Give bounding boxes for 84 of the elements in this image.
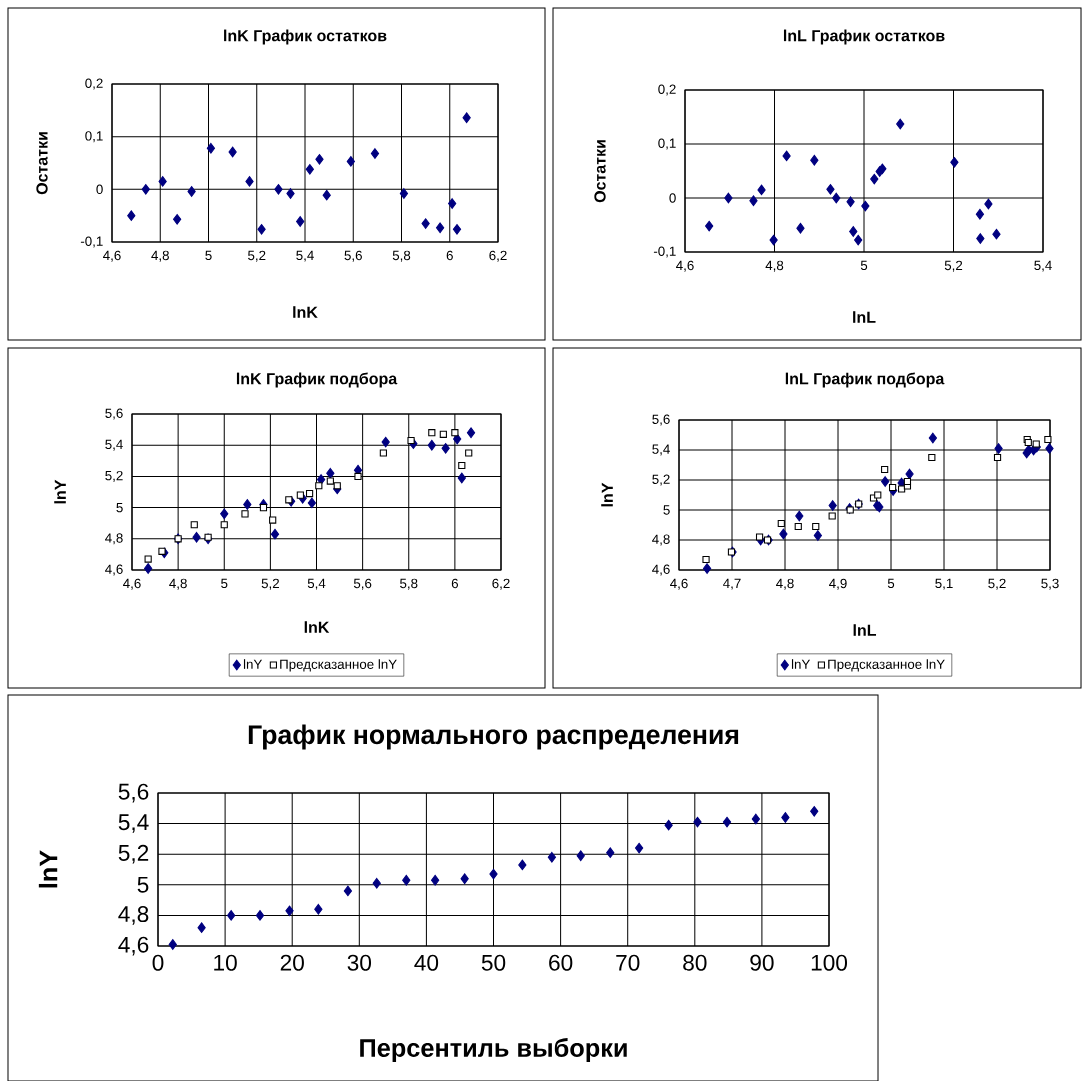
y-tick-label: 4,6 (118, 936, 149, 956)
x-tick-label: 5,2 (248, 250, 266, 262)
y-tick-label: 0,2 (85, 78, 103, 90)
y-tick-label: 0,1 (85, 131, 103, 143)
legend-label: lnY (243, 659, 263, 669)
legend-label: lnY (791, 659, 811, 669)
x-tick-label: 4,6 (676, 260, 694, 272)
x-axis-title: lnL (853, 311, 876, 323)
y-tick-label: 5,4 (652, 444, 670, 456)
legend-label: Предсказанное lnY (828, 659, 945, 672)
x-tick-label: 80 (683, 954, 707, 971)
x-tick-label: 5 (221, 578, 228, 589)
x-tick-label: 6 (446, 250, 453, 261)
x-tick-label: 30 (347, 954, 372, 971)
x-axis-title: Персентиль выборки (360, 1038, 627, 1062)
x-tick-label: 5,4 (307, 578, 326, 590)
y-tick-label: -0,1 (653, 246, 676, 258)
x-tick-label: 20 (280, 954, 304, 971)
x-tick-label: 60 (549, 954, 573, 971)
chart-title: lnK График остатков (224, 29, 387, 45)
x-axis-title: lnK (304, 621, 330, 633)
x-tick-label: 100 (811, 954, 848, 971)
x-tick-label: 90 (750, 954, 774, 971)
y-axis-title: lnY (601, 482, 613, 507)
x-tick-label: 10 (214, 954, 237, 971)
y-tick-label: 5,6 (105, 408, 123, 420)
y-tick-label: 5,4 (118, 814, 149, 833)
y-tick-label: 4,8 (118, 906, 149, 925)
legend-label: Предсказанное lnY (280, 659, 397, 672)
y-tick-label: 0,2 (658, 84, 676, 96)
y-tick-label: 4,8 (652, 534, 670, 546)
x-tick-label: 5,4 (296, 250, 314, 262)
y-tick-label: 5,2 (652, 474, 670, 486)
x-tick-label: 70 (616, 954, 640, 971)
y-tick-label: 5 (137, 876, 149, 893)
x-tick-label: 6,2 (489, 250, 507, 262)
x-tick-label: 5 (205, 250, 212, 261)
x-tick-label: 4,8 (151, 250, 169, 262)
x-tick-label: 5,3 (1041, 578, 1059, 590)
y-axis-title: Остатки (36, 132, 48, 195)
chart-title: lnL График подбора (785, 372, 945, 388)
y-tick-label: 4,6 (105, 564, 123, 576)
y-tick-label: 5,4 (105, 439, 123, 451)
x-tick-label: 4,8 (169, 578, 187, 590)
x-axis-title: lnK (293, 306, 318, 318)
y-tick-label: 0 (669, 193, 676, 203)
x-tick-label: 5,4 (1034, 260, 1052, 272)
y-tick-label: 5,6 (652, 414, 670, 426)
x-tick-label: 5,8 (400, 578, 418, 590)
y-tick-label: 0,1 (658, 138, 676, 150)
x-tick-label: 40 (414, 954, 439, 971)
x-tick-label: 4,7 (723, 578, 741, 590)
x-tick-label: 5,2 (944, 260, 963, 272)
x-tick-label: 5 (887, 578, 895, 589)
y-axis-title: lnY (38, 850, 58, 888)
chart-title: lnK График подбора (236, 372, 398, 388)
x-tick-label: 4,9 (829, 578, 847, 590)
x-tick-label: 5,2 (988, 578, 1006, 590)
y-tick-label: -0,1 (80, 236, 103, 248)
x-tick-label: 5,6 (344, 250, 362, 262)
chart-title: График нормального распределения (248, 724, 739, 750)
y-tick-label: 0 (96, 184, 103, 195)
y-tick-label: 4,8 (105, 533, 123, 545)
y-tick-label: 5 (116, 502, 123, 513)
y-tick-label: 5,2 (105, 470, 123, 482)
y-axis-title: Остатки (594, 140, 606, 203)
x-tick-label: 4,8 (776, 578, 794, 590)
x-tick-label: 6,2 (492, 578, 510, 590)
x-tick-label: 5,2 (261, 578, 279, 590)
x-tick-label: 0 (152, 954, 164, 971)
x-axis-title: lnL (853, 624, 877, 636)
x-tick-label: 5,6 (353, 578, 372, 590)
y-tick-label: 5,6 (118, 783, 149, 803)
x-tick-label: 5 (860, 260, 868, 271)
x-tick-label: 50 (481, 954, 506, 971)
y-tick-label: 5 (663, 505, 670, 515)
x-tick-label: 6 (451, 578, 459, 589)
x-tick-label: 5,1 (935, 578, 953, 590)
x-tick-label: 4,8 (765, 260, 784, 272)
y-tick-label: 5,2 (118, 844, 149, 864)
y-axis-title: lnY (54, 479, 66, 504)
y-tick-label: 4,6 (652, 564, 670, 576)
chart-title: lnL График остатков (783, 29, 945, 45)
x-tick-label: 5,8 (392, 250, 411, 262)
